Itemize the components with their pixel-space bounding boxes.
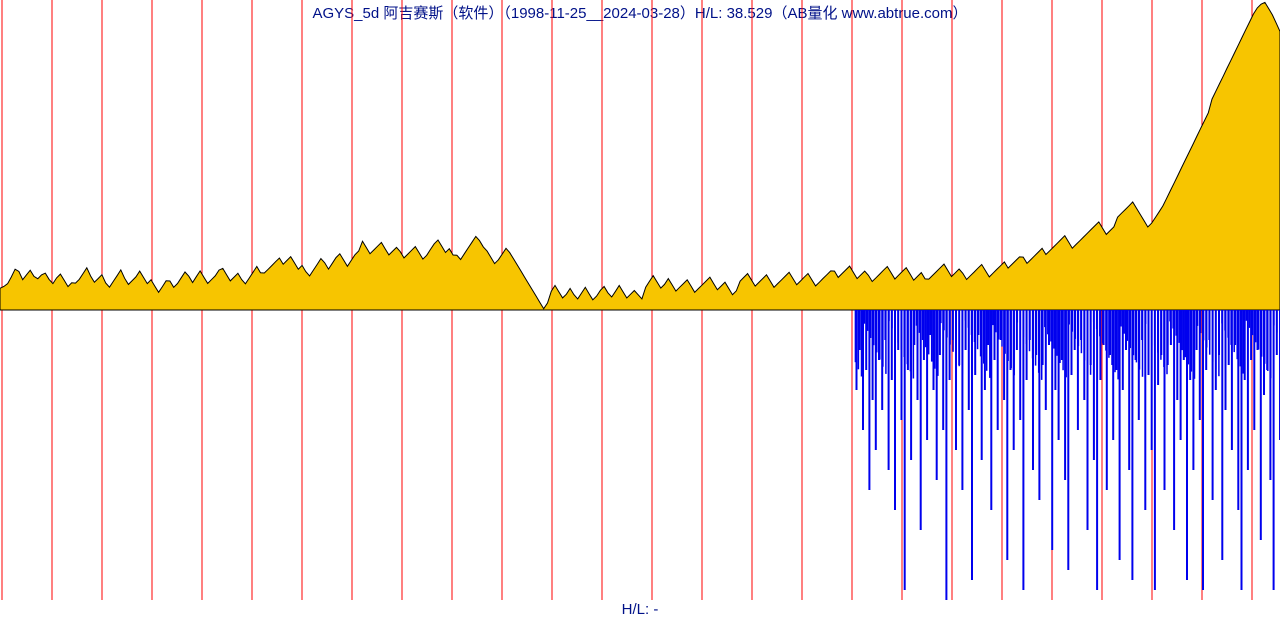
chart-svg [0, 0, 1280, 620]
chart-subtitle: H/L: - [0, 601, 1280, 618]
volume-area [855, 310, 1280, 600]
price-area [0, 2, 1280, 310]
